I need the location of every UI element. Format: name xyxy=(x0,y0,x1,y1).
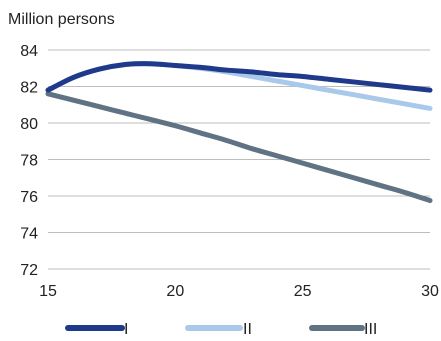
y-tick-label: 72 xyxy=(20,262,38,279)
y-tick-label: 84 xyxy=(20,43,38,60)
x-tick-label: 15 xyxy=(39,283,57,300)
legend-item-I: I xyxy=(65,321,128,338)
x-tick-labels: 15 20 25 30 xyxy=(39,283,439,300)
series-lines xyxy=(45,61,433,204)
gridlines xyxy=(48,49,430,270)
legend: I II III xyxy=(65,321,377,338)
y-tick-label: 82 xyxy=(20,80,38,97)
legend-item-III: III xyxy=(309,321,377,338)
y-tick-labels: 72 74 76 78 80 82 84 xyxy=(20,43,38,279)
legend-label: III xyxy=(364,321,377,338)
legend-label: I xyxy=(124,321,128,338)
legend-item-II: II xyxy=(185,321,252,338)
series-line-I xyxy=(45,61,433,93)
series-line-III xyxy=(45,91,433,204)
y-tick-label: 78 xyxy=(20,153,38,170)
y-tick-label: 80 xyxy=(20,116,38,133)
y-tick-label: 74 xyxy=(20,226,38,243)
y-axis-label: Million persons xyxy=(8,11,115,28)
legend-label: II xyxy=(243,321,252,338)
x-tick-label: 20 xyxy=(166,283,184,300)
y-tick-label: 76 xyxy=(20,189,38,206)
x-tick-label: 30 xyxy=(421,283,439,300)
x-tick-label: 25 xyxy=(294,283,312,300)
